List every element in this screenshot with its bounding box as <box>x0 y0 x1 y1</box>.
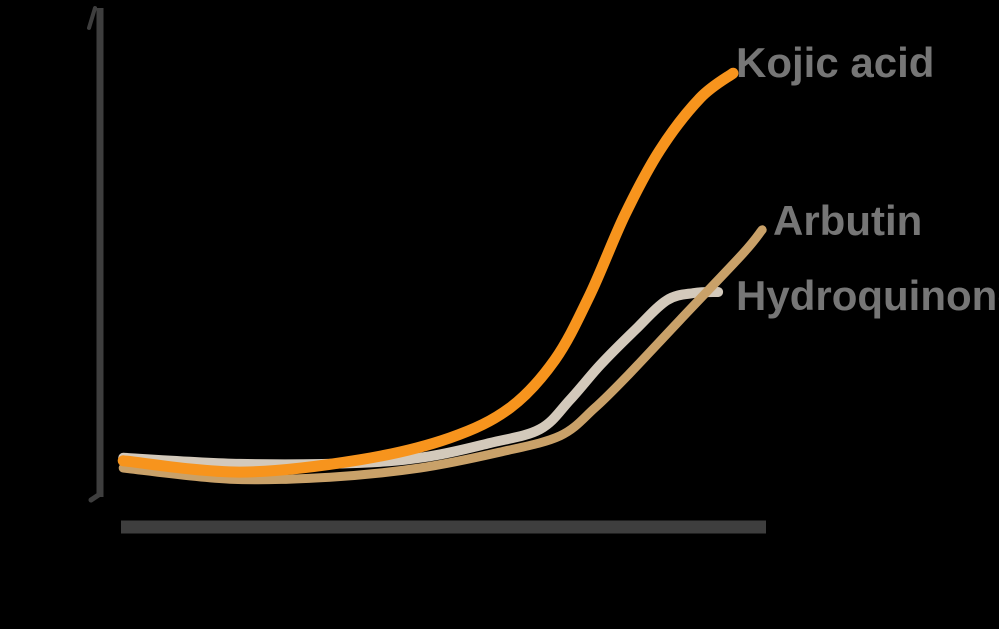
series-line-kojic-acid <box>117 67 739 478</box>
series-label-hydroquinone: Hydroquinone <box>736 272 999 319</box>
y-axis-arrow-tip <box>87 6 97 30</box>
series-label-arbutin: Arbutin <box>773 197 923 244</box>
series-label-kojic-acid: Kojic acid <box>736 39 935 86</box>
y-axis-foot <box>88 491 103 503</box>
series-line-arbutin <box>118 225 767 485</box>
